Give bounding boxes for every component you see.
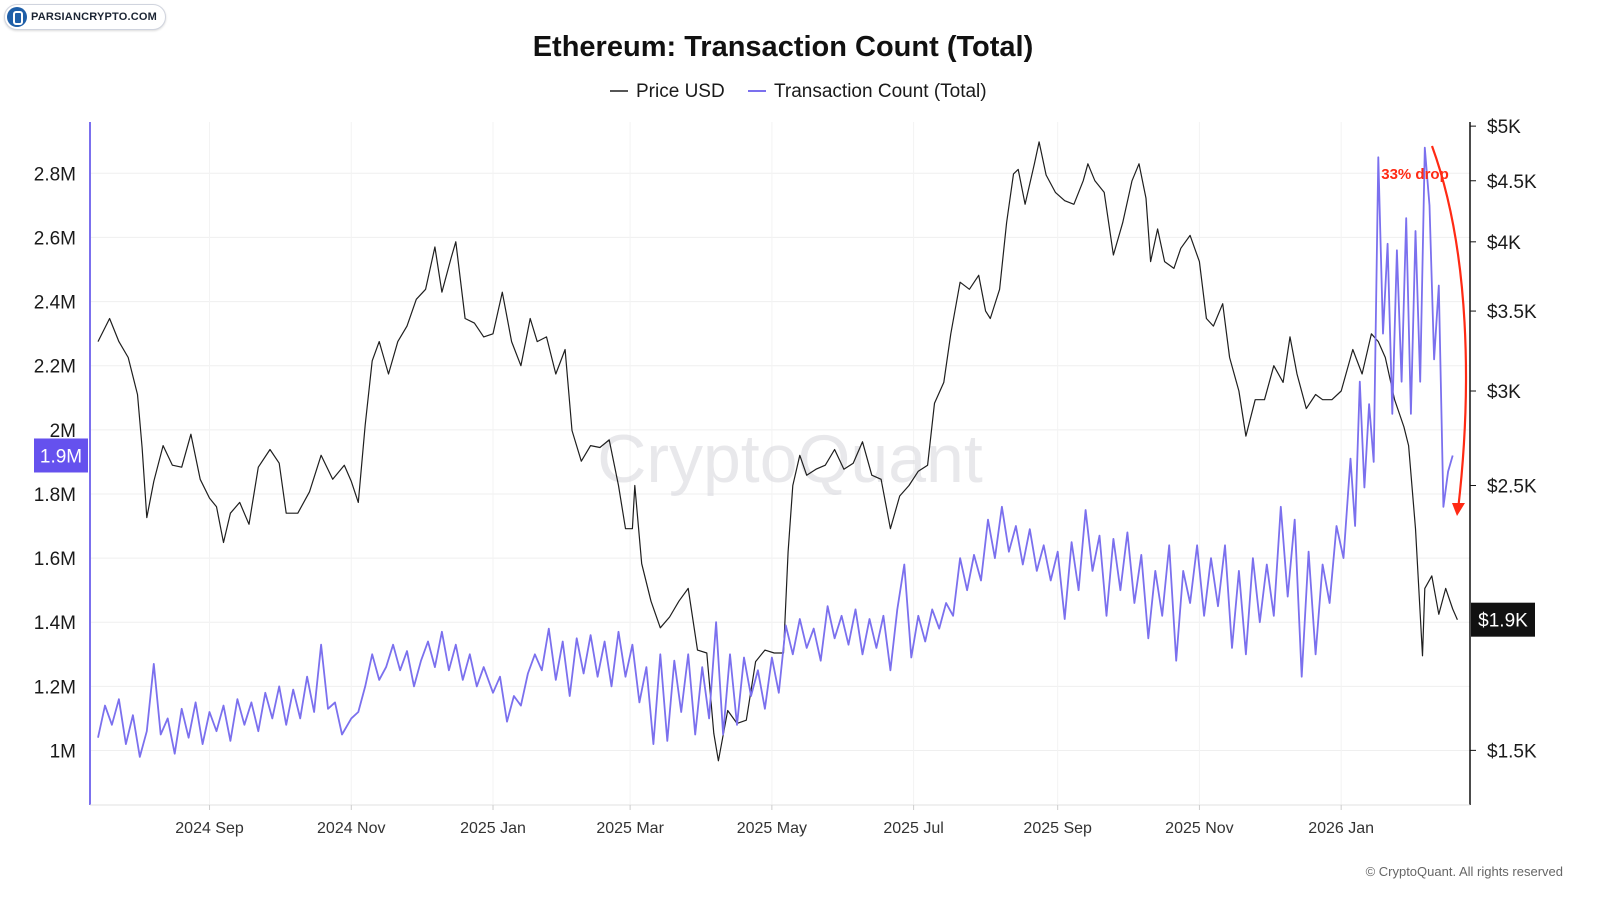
x-tick-label: 2025 Sep	[1023, 820, 1092, 837]
annotation-layer: 33% drop	[1381, 145, 1468, 516]
legend: Price USD Transaction Count (Total)	[610, 81, 987, 102]
y-left-tick-label: 1M	[50, 741, 76, 762]
y-left-tick-label: 2M	[50, 421, 76, 442]
current-price-badge	[1471, 602, 1535, 637]
grid-lines	[90, 122, 1470, 805]
x-tick-label: 2024 Sep	[175, 820, 244, 837]
y-left-tick-label: 1.4M	[34, 613, 76, 634]
y-right-tick-label: $4K	[1487, 233, 1521, 254]
y-right-tick-label: $5K	[1487, 117, 1521, 138]
current-tx-label: 1.9M	[40, 446, 82, 467]
y-right-tick-label: $3K	[1487, 382, 1521, 403]
chart-title: Ethereum: Transaction Count (Total)	[533, 31, 1034, 63]
current-price-label: $1.9K	[1478, 611, 1528, 632]
y-right-tick-label: $4.5K	[1487, 172, 1537, 193]
x-tick-label: 2025 Nov	[1165, 820, 1234, 837]
y-right-tick-label: $3.5K	[1487, 302, 1537, 323]
y-left-tick-label: 1.6M	[34, 549, 76, 570]
y-left-tick-label: 1.2M	[34, 677, 76, 698]
x-tick-label: 2026 Jan	[1308, 820, 1374, 837]
y-left-tick-label: 2.4M	[34, 293, 76, 314]
x-tick-label: 2025 Jan	[460, 820, 526, 837]
y-left-tick-label: 2.2M	[34, 357, 76, 378]
y-left-tick-label: 2.8M	[34, 164, 76, 185]
parsiancrypto-logo-icon	[7, 7, 27, 27]
brand-name: PARSIANCRYPTO.COM	[31, 11, 158, 23]
y-right-tick-label: $1.5K	[1487, 741, 1537, 762]
drop-arrow	[1430, 145, 1468, 511]
series-line-price-usd	[97, 141, 1458, 762]
legend-label-tx[interactable]: Transaction Count (Total)	[774, 81, 987, 102]
x-tick-label: 2025 Mar	[596, 820, 664, 837]
y-left-tick-label: 2.6M	[34, 228, 76, 249]
drop-annotation-label: 33% drop	[1381, 166, 1449, 183]
watermark: CryptoQuant	[597, 421, 983, 497]
y-right-tick-label: $2.5K	[1487, 477, 1537, 498]
legend-label-price[interactable]: Price USD	[636, 81, 725, 102]
y-left-tick-label: 1.8M	[34, 485, 76, 506]
x-tick-label: 2025 May	[737, 820, 807, 837]
drop-arrow-head	[1452, 503, 1465, 516]
series-line-transaction-count	[97, 146, 1454, 758]
x-tick-label: 2024 Nov	[317, 820, 386, 837]
axes: 1M 1.2M 1.4M 1.6M 1.8M 2M 2.2M 2.4M 2.6M 2.8M $1.5…	[34, 117, 1537, 837]
brand-badge[interactable]: PARSIANCRYPTO.COM	[4, 4, 167, 30]
x-tick-label: 2025 Jul	[883, 820, 944, 837]
copyright-text: © CryptoQuant. All rights reserved	[1366, 864, 1563, 879]
series-layer	[97, 141, 1458, 762]
current-tx-badge	[34, 438, 88, 473]
